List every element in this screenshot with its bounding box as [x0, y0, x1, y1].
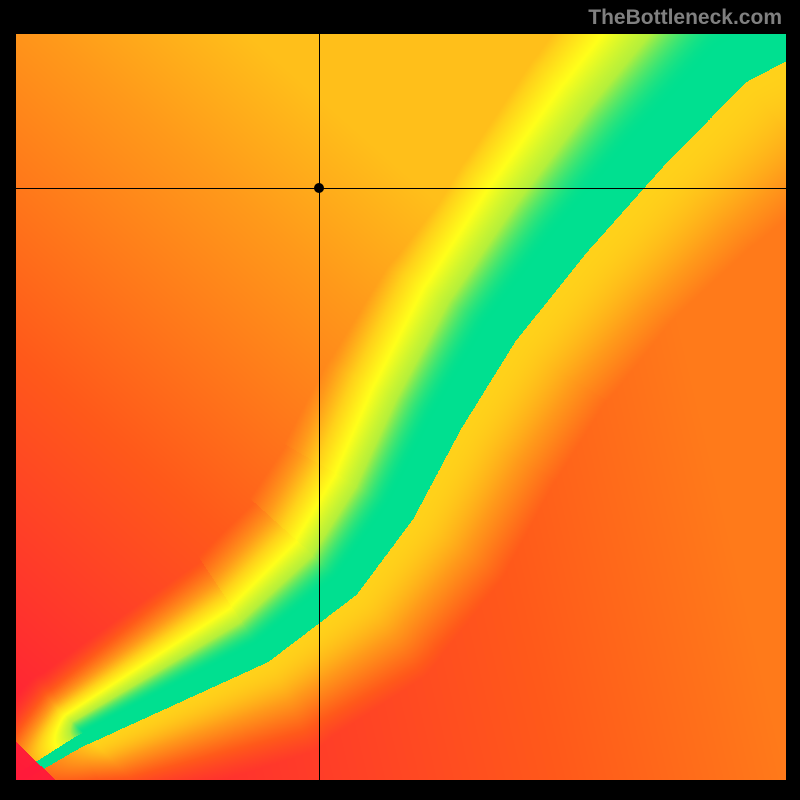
crosshair-horizontal	[16, 188, 786, 189]
chart-container: TheBottleneck.com	[0, 0, 800, 800]
heatmap-plot	[16, 34, 786, 780]
crosshair-marker	[314, 183, 324, 193]
crosshair-vertical	[319, 34, 320, 780]
watermark-text: TheBottleneck.com	[588, 6, 782, 30]
heatmap-canvas	[16, 34, 786, 780]
